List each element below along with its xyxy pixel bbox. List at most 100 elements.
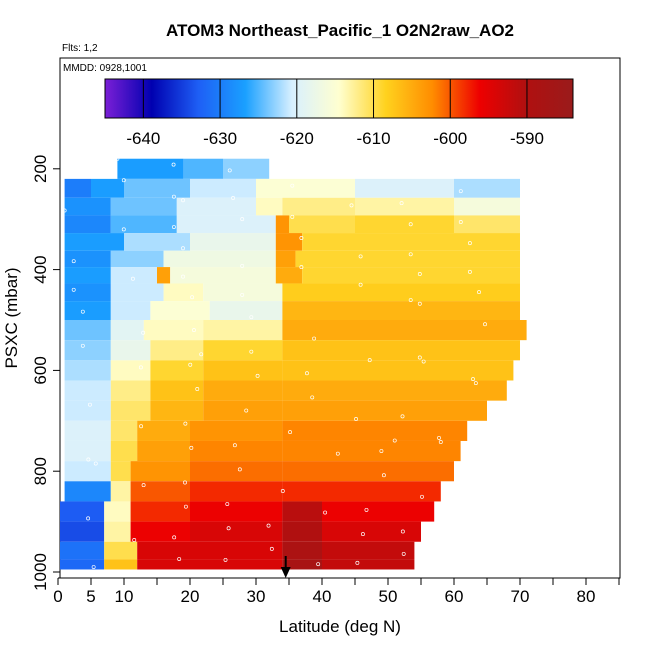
heatmap-cell (150, 360, 204, 381)
x-tick-label: 40 (313, 587, 332, 606)
heatmap-cell (64, 283, 111, 302)
x-tick-label: 20 (181, 587, 200, 606)
sample-marker (183, 504, 188, 509)
heatmap-cell (282, 360, 514, 381)
sample-marker (269, 546, 274, 551)
colorbar-tick-label: -630 (203, 129, 237, 148)
heatmap-cell (130, 501, 190, 522)
sample-marker (231, 196, 236, 200)
sample-marker (171, 225, 176, 230)
sample-marker (379, 449, 384, 453)
heatmap-cell (104, 541, 138, 560)
sample-marker (417, 272, 422, 276)
colorbar (104, 78, 574, 119)
y-tick-label: 1000 (31, 553, 50, 591)
sample-marker (354, 417, 359, 421)
sample-marker (141, 483, 146, 488)
heatmap-cell (282, 283, 520, 302)
heatmap-cell (163, 250, 276, 268)
heatmap-cell (454, 178, 520, 198)
heatmap-cell (282, 320, 527, 341)
sample-marker (417, 301, 422, 306)
x-axis-label: Latitude (deg N) (279, 617, 401, 636)
heatmap-cell (322, 521, 421, 542)
heatmap-cell (110, 440, 138, 462)
heatmap-cell (190, 559, 283, 570)
heatmap-cell (282, 481, 441, 502)
sample-marker (223, 557, 228, 562)
heatmap-cell (176, 197, 256, 216)
heatmap-cell (203, 320, 283, 341)
sample-marker (299, 236, 304, 240)
sample-marker (421, 359, 426, 364)
sample-marker (323, 510, 328, 515)
sample-marker (400, 529, 405, 534)
sample-marker (290, 214, 295, 219)
heatmap-cell (190, 233, 276, 251)
sample-marker (420, 494, 424, 499)
sample-marker (86, 457, 91, 462)
dates-subtitle: MMDD: 0928,1001 (63, 63, 147, 74)
heatmap-cell (190, 440, 283, 462)
sample-marker (364, 507, 369, 512)
sample-marker (139, 424, 144, 429)
sample-marker (237, 467, 242, 472)
heatmap-cell (190, 541, 283, 560)
heatmap-cell (124, 233, 190, 251)
heatmap-cell (282, 400, 487, 421)
x-tick-label: 80 (577, 587, 596, 606)
sample-marker (130, 276, 135, 281)
sample-marker (80, 343, 85, 348)
arrow-marker (280, 556, 291, 578)
heatmap-cell (183, 158, 223, 179)
heatmap-cell (170, 267, 276, 284)
heatmap-cell (110, 197, 177, 216)
sample-marker (195, 386, 200, 391)
sample-marker (471, 377, 475, 382)
sample-marker (335, 451, 340, 456)
sample-marker (360, 532, 365, 537)
heatmap-cell (282, 541, 322, 560)
sample-marker (458, 189, 463, 194)
heatmap-cell (124, 178, 190, 198)
heatmap-cell (64, 267, 111, 284)
heatmap-cell (355, 197, 454, 216)
heatmap-cell (322, 559, 415, 570)
heatmap-cell (60, 501, 105, 522)
x-tick-label: 50 (379, 587, 398, 606)
heatmap-cell (60, 559, 105, 570)
heatmap-cell (190, 521, 283, 542)
heatmap-cell (64, 233, 124, 251)
heatmap-cell (64, 340, 111, 361)
sample-marker (316, 562, 321, 567)
sample-marker (199, 352, 204, 357)
heatmap-cell (282, 301, 520, 320)
x-tick-label: 5 (86, 587, 95, 606)
sample-marker (358, 282, 363, 287)
sample-marker (227, 168, 232, 173)
heatmap-cell (64, 301, 111, 320)
sample-marker (62, 208, 67, 213)
heatmap-cell (302, 233, 388, 251)
sample-marker (141, 330, 146, 335)
heatmap-cell (110, 400, 151, 421)
sample-marker (71, 287, 76, 292)
sample-marker (138, 365, 143, 370)
sample-marker (226, 526, 231, 531)
heatmap-cell (110, 380, 151, 401)
sample-marker (188, 362, 193, 367)
heatmap-cell (64, 380, 111, 401)
sample-marker (87, 402, 92, 407)
heatmap-cell (282, 197, 355, 216)
sample-marker (181, 198, 185, 203)
heatmap-cell (64, 461, 111, 482)
heatmap-cell (64, 197, 111, 216)
sample-marker (93, 461, 98, 466)
sample-marker (249, 315, 254, 320)
sample-marker (91, 565, 96, 570)
heatmap-cell (176, 215, 276, 234)
heatmap-cell (137, 420, 190, 441)
sample-marker (80, 309, 85, 314)
sample-marker (408, 222, 413, 227)
heatmap-cell (117, 158, 184, 179)
